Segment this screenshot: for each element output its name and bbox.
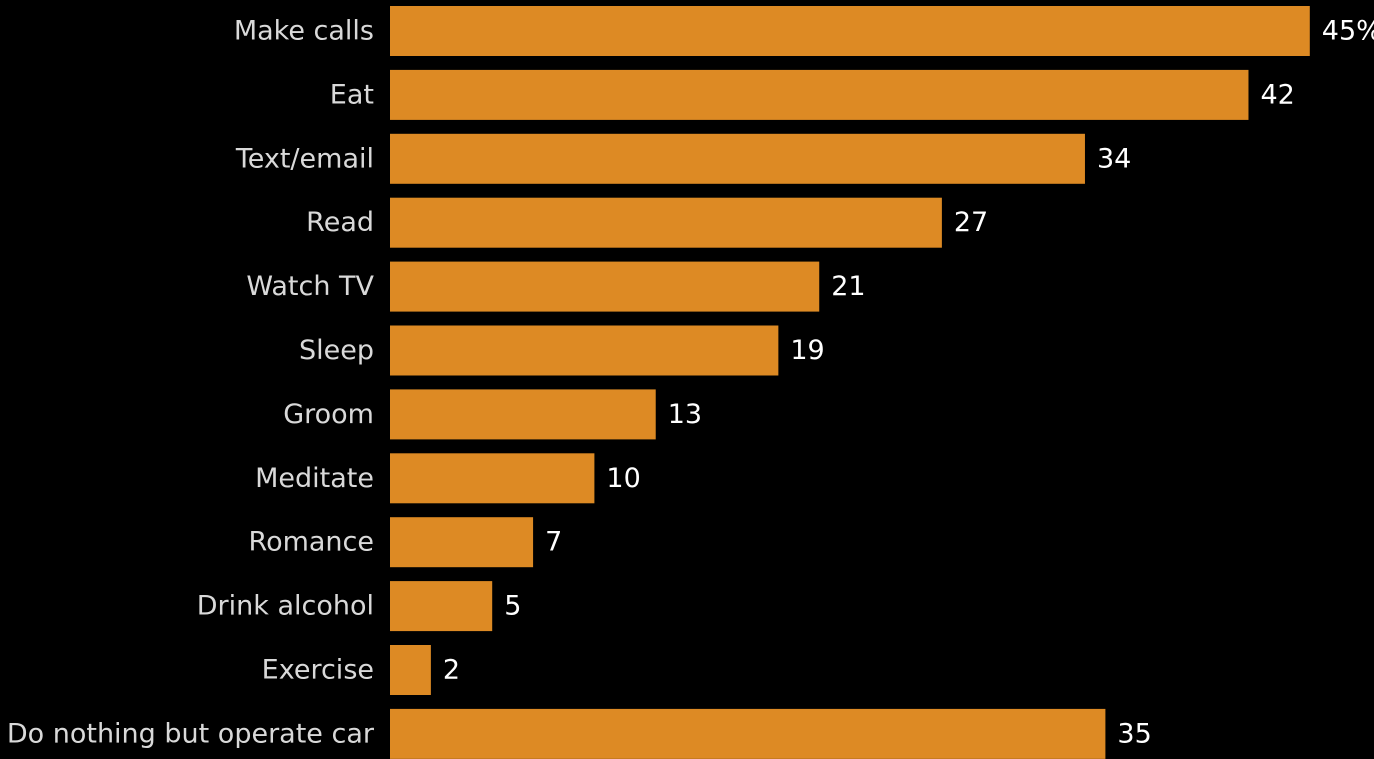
bars bbox=[390, 6, 1310, 759]
value-label-sleep: 19 bbox=[790, 335, 824, 366]
bar-exercise bbox=[390, 645, 431, 695]
value-label-groom: 13 bbox=[668, 399, 702, 430]
category-label-do-nothing-but-operate-car: Do nothing but operate car bbox=[7, 718, 375, 749]
bar-read bbox=[390, 197, 942, 248]
category-label-read: Read bbox=[306, 207, 374, 238]
category-label-exercise: Exercise bbox=[262, 655, 374, 686]
bar-do-nothing-but-operate-car bbox=[390, 708, 1106, 759]
bar-make-calls bbox=[390, 6, 1310, 56]
bar-watch-tv bbox=[390, 261, 820, 312]
bar-eat bbox=[390, 69, 1249, 120]
value-labels: 45% 42 34 27 21 19 13 10 7 5 2 35 bbox=[443, 16, 1374, 750]
category-label-groom: Groom bbox=[283, 399, 374, 430]
category-label-watch-tv: Watch TV bbox=[246, 271, 374, 302]
value-label-read: 27 bbox=[954, 207, 988, 238]
category-label-meditate: Meditate bbox=[255, 463, 374, 494]
bar-romance bbox=[390, 517, 534, 568]
category-label-text-email: Text/email bbox=[235, 143, 374, 174]
bar-text-email bbox=[390, 133, 1085, 184]
category-label-drink-alcohol: Drink alcohol bbox=[197, 591, 374, 622]
bar-sleep bbox=[390, 325, 779, 376]
value-label-meditate: 10 bbox=[606, 463, 640, 494]
value-label-exercise: 2 bbox=[443, 655, 460, 686]
value-label-romance: 7 bbox=[545, 527, 562, 558]
value-label-text-email: 34 bbox=[1097, 143, 1131, 174]
value-label-do-nothing-but-operate-car: 35 bbox=[1117, 718, 1151, 749]
category-labels: Make calls Eat Text/email Read Watch TV Sleep… bbox=[7, 16, 375, 750]
category-label-eat: Eat bbox=[330, 79, 374, 110]
bar-meditate bbox=[390, 453, 595, 504]
value-label-watch-tv: 21 bbox=[831, 271, 865, 302]
bar-drink-alcohol bbox=[390, 581, 493, 632]
category-label-romance: Romance bbox=[249, 527, 374, 558]
value-label-make-calls: 45% bbox=[1322, 16, 1374, 47]
bar-groom bbox=[390, 389, 656, 440]
value-label-eat: 42 bbox=[1260, 79, 1294, 110]
category-label-sleep: Sleep bbox=[299, 335, 374, 366]
value-label-drink-alcohol: 5 bbox=[504, 591, 521, 622]
category-label-make-calls: Make calls bbox=[234, 16, 374, 47]
